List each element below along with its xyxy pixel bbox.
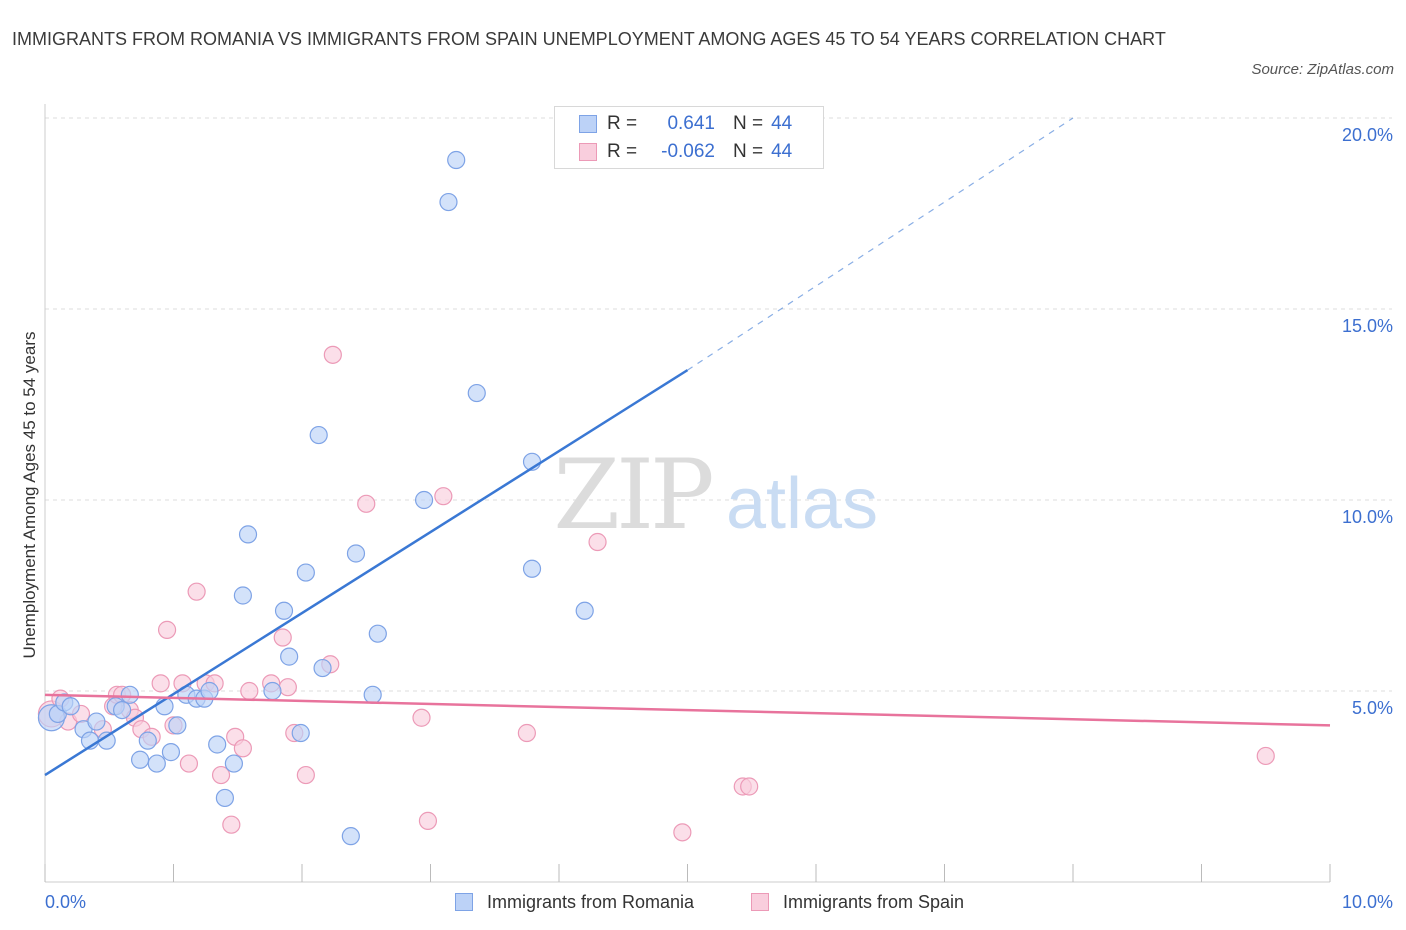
point-romania — [280, 647, 299, 666]
point-spain — [240, 681, 259, 701]
y-tick-label: 15.0% — [1342, 316, 1393, 336]
point-spain — [434, 487, 453, 506]
trend-line-romania — [44, 369, 689, 777]
point-spain — [222, 815, 241, 834]
legend-row-romania: R = 0.641 N = 44 — [579, 112, 792, 136]
point-spain — [323, 345, 342, 364]
point-spain — [588, 532, 607, 552]
tick-labels: 5.0% 10.0% 15.0% 20.0% 0.0% 10.0% — [45, 125, 1393, 912]
r-label: R = — [607, 113, 638, 134]
trend-line-spain — [44, 693, 1331, 727]
point-romania — [575, 601, 594, 620]
point-romania — [147, 754, 166, 773]
point-romania — [274, 601, 294, 620]
point-spain — [273, 628, 292, 647]
point-spain — [278, 678, 297, 697]
point-spain — [296, 765, 315, 785]
point-romania — [346, 544, 366, 563]
point-spain — [179, 754, 199, 773]
point-spain — [233, 739, 252, 758]
point-romania — [309, 425, 328, 445]
point-romania — [61, 697, 80, 716]
point-romania — [138, 731, 157, 750]
legend-swatch-spain — [579, 143, 597, 161]
point-romania — [215, 788, 234, 808]
point-spain — [673, 823, 692, 842]
axes — [44, 104, 1331, 883]
point-romania — [200, 681, 219, 701]
point-romania — [439, 192, 458, 212]
point-romania — [168, 716, 187, 735]
n-value-spain: 44 — [771, 141, 793, 162]
chart-title: IMMIGRANTS FROM ROMANIA VS IMMIGRANTS FR… — [12, 29, 1166, 49]
r-value-romania: 0.641 — [667, 113, 715, 134]
point-spain — [211, 765, 231, 785]
point-spain — [412, 708, 431, 727]
point-spain — [157, 620, 177, 639]
bottom-legend-swatch-romania — [455, 893, 473, 911]
y-axis-label: Unemployment Among Ages 45 to 54 years — [20, 331, 39, 659]
point-spain — [418, 811, 438, 830]
point-romania — [224, 754, 243, 773]
correlation-legend: R = 0.641 N = 44 R = -0.062 N = 44 — [554, 106, 824, 169]
x-tick-label-min: 0.0% — [45, 892, 86, 912]
point-romania — [120, 685, 139, 704]
r-value-spain: -0.062 — [661, 141, 715, 162]
n-label: N = — [733, 141, 764, 162]
bottom-legend-label-romania: Immigrants from Romania — [487, 891, 695, 912]
point-romania — [296, 563, 315, 582]
bottom-legend-romania: Immigrants from Romania — [455, 890, 694, 914]
n-label: N = — [733, 113, 764, 134]
point-spain — [1256, 746, 1275, 766]
point-spain — [151, 674, 170, 693]
point-spain — [357, 494, 376, 513]
legend-swatch-romania — [579, 115, 597, 133]
point-romania — [291, 723, 310, 743]
point-romania — [238, 525, 258, 544]
point-romania — [233, 586, 252, 605]
trend-extension-romania — [687, 117, 1074, 371]
point-romania — [368, 624, 387, 643]
gridlines — [45, 117, 1392, 692]
bottom-legend-spain: Immigrants from Spain — [751, 890, 964, 914]
trend-lines — [44, 117, 1331, 777]
point-romania — [161, 743, 181, 762]
watermark-atlas: atlas — [726, 464, 878, 544]
watermark-zip: ZIP — [553, 439, 712, 551]
y-tick-label: 5.0% — [1352, 698, 1393, 718]
point-romania — [447, 150, 466, 170]
legend-row-spain: R = -0.062 N = 44 — [579, 140, 792, 164]
n-value-romania: 44 — [771, 113, 793, 134]
point-spain — [740, 777, 759, 796]
y-tick-label: 10.0% — [1342, 507, 1393, 527]
y-tick-label: 20.0% — [1342, 125, 1393, 145]
x-tick-label-max: 10.0% — [1342, 892, 1393, 912]
source-label: Source: ZipAtlas.com — [1251, 61, 1394, 78]
point-romania — [130, 750, 150, 769]
bottom-legend-label-spain: Immigrants from Spain — [783, 891, 965, 912]
series-romania-points — [37, 150, 594, 846]
point-romania — [87, 712, 106, 731]
series-spain-points — [37, 345, 1275, 842]
point-spain — [517, 723, 536, 743]
point-romania — [208, 735, 227, 754]
point-romania — [313, 658, 332, 678]
point-romania — [522, 559, 542, 578]
point-romania — [263, 681, 282, 701]
point-romania — [341, 827, 360, 846]
bottom-legend-swatch-spain — [751, 893, 769, 911]
point-romania — [414, 490, 434, 510]
point-romania — [363, 685, 382, 704]
point-spain — [187, 582, 206, 601]
point-romania — [467, 383, 486, 403]
r-label: R = — [607, 141, 638, 162]
point-romania — [112, 700, 132, 720]
